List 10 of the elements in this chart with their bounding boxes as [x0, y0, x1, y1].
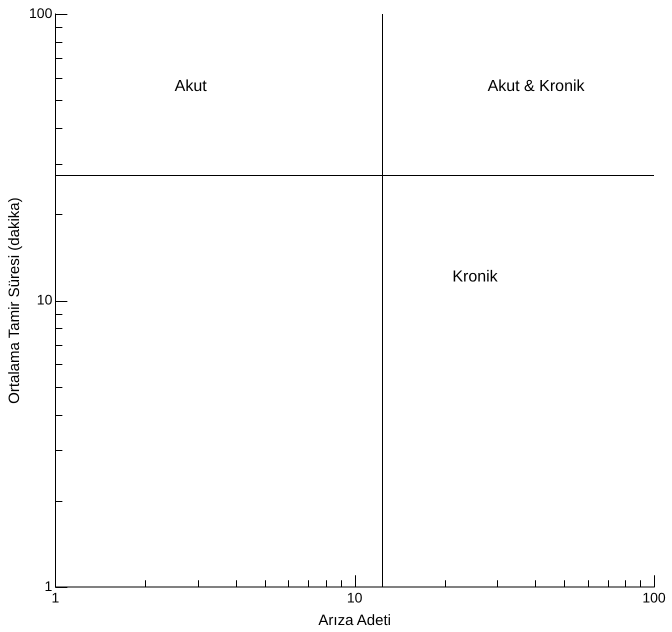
x-tick-label: 100	[642, 589, 666, 606]
x-axis-title: Arıza Adeti	[318, 612, 391, 630]
annotation: Kronik	[452, 268, 499, 286]
y-tick-label: 100	[29, 4, 53, 21]
y-tick-label: 10	[36, 291, 53, 308]
x-tick-label: 10	[346, 589, 363, 606]
y-axis-title: Ortalama Tamir Süresi (dakika)	[6, 197, 24, 404]
annotation: Akut	[174, 78, 208, 96]
annotation: Akut & Kronik	[488, 78, 586, 96]
y-tick-label: 1	[44, 578, 53, 594]
